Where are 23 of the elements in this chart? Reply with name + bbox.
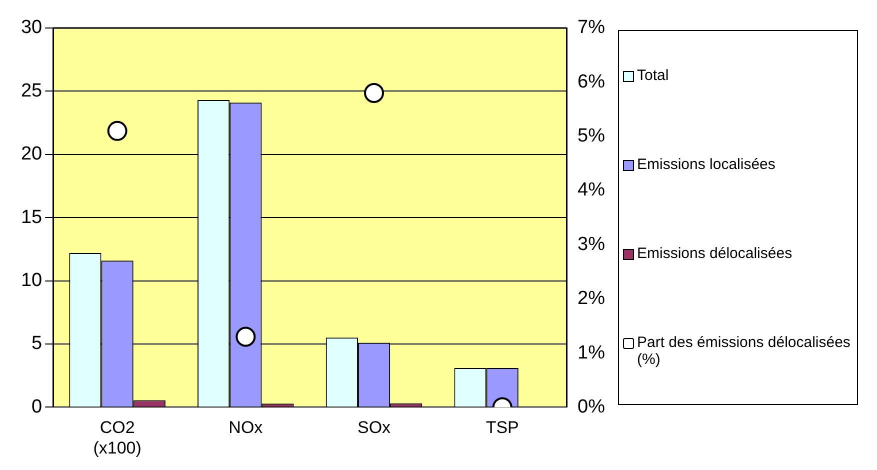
legend-label: Emissions localisées [637, 156, 776, 173]
legend-label: Part des émissions délocalisées (%) [637, 334, 852, 368]
y-tick-label: 25 [20, 80, 42, 102]
y2-tick-label: 2% [578, 288, 606, 310]
y-tick-label: 20 [20, 144, 42, 165]
y-tick-label: 30 [20, 17, 42, 38]
y2-tick-label: 0% [578, 396, 606, 418]
y2-tick-label: 7% [578, 17, 606, 38]
legend-label: Total [637, 67, 669, 84]
y2-tick-label: 5% [578, 126, 606, 147]
legend-label: Emissions délocalisées [637, 245, 792, 262]
x-tick-label: SOx [357, 418, 392, 438]
x-tick-label: CO2 (x100) [93, 418, 142, 458]
y2-tick-label: 6% [578, 71, 606, 92]
x-tick-label: NOx [228, 418, 264, 438]
y2-tick-label: 1% [578, 342, 606, 364]
y2-tick-label: 4% [578, 180, 606, 201]
y2-tick-label: 3% [578, 234, 606, 255]
y-tick-label: 10 [20, 270, 42, 292]
x-tick-label: TSP [486, 418, 519, 438]
y-tick-label: 0 [32, 396, 42, 418]
y-tick-label: 5 [32, 333, 42, 354]
y-tick-label: 15 [20, 206, 42, 228]
